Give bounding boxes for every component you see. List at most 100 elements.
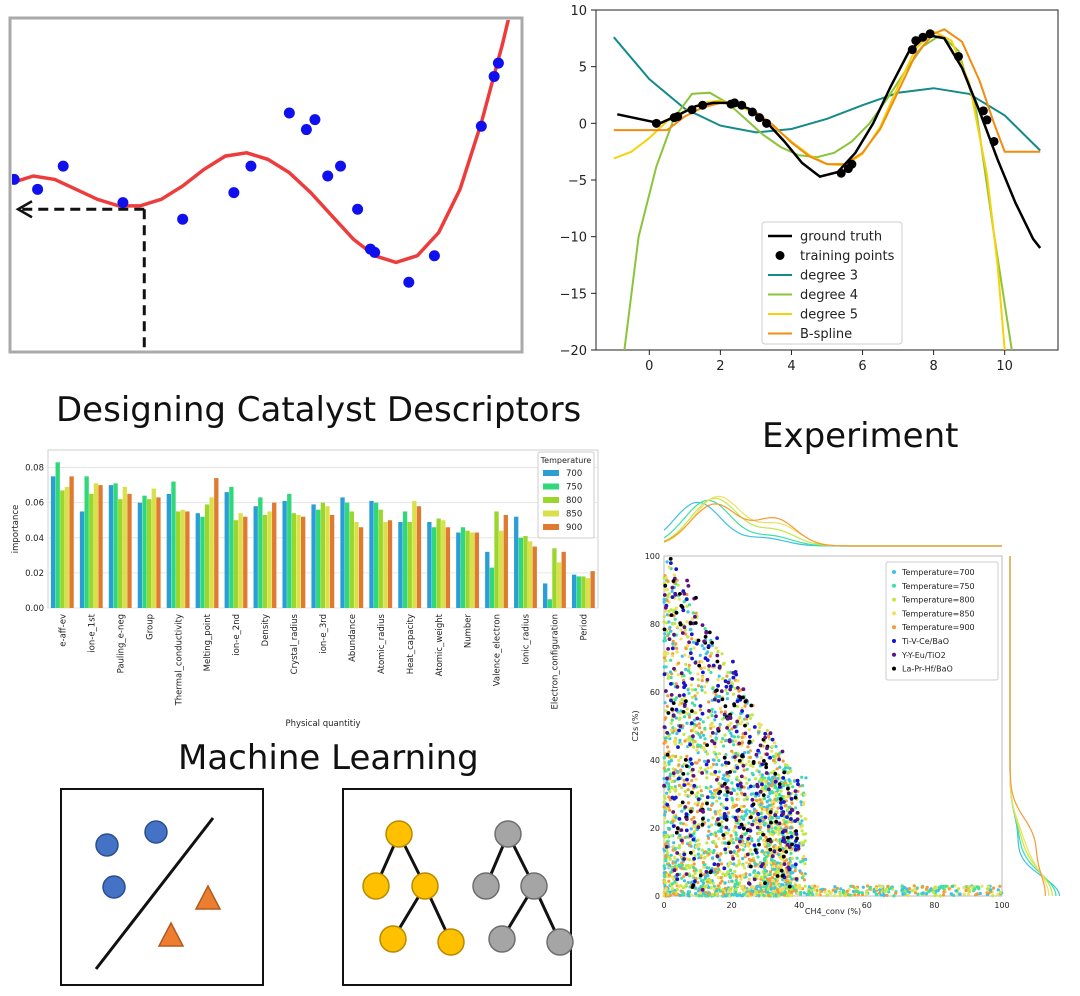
catalyst-point <box>735 765 740 770</box>
catalyst-point <box>718 789 723 794</box>
data-point <box>672 774 676 778</box>
data-point <box>759 803 763 807</box>
data-point <box>662 766 666 770</box>
catalyst-point <box>752 725 757 729</box>
data-point <box>711 686 715 691</box>
data-point <box>937 885 942 889</box>
data-point <box>744 776 748 780</box>
legend-label: training points <box>800 249 895 264</box>
catalyst-point <box>756 748 760 753</box>
data-point <box>676 583 680 587</box>
data-point <box>743 832 747 836</box>
data-point <box>802 891 806 895</box>
catalyst-point <box>763 731 768 736</box>
y-tick-label: 5 <box>579 61 587 76</box>
data-point <box>757 731 761 735</box>
legend-label: B-spline <box>800 327 852 342</box>
data-point <box>697 823 701 827</box>
catalyst-point <box>669 561 673 565</box>
data-point <box>674 860 678 864</box>
data-point <box>682 874 686 878</box>
catalyst-point <box>724 797 729 802</box>
catalyst-point <box>700 771 704 775</box>
data-point <box>715 799 719 803</box>
x-tick-label: 4 <box>787 359 795 374</box>
data-point <box>800 871 804 875</box>
legend-label: 900 <box>566 523 582 533</box>
data-point <box>771 879 776 883</box>
data-point <box>723 886 728 890</box>
catalyst-point <box>765 746 769 751</box>
data-point <box>831 888 835 892</box>
x-tick-label: Density <box>261 614 271 646</box>
bar <box>195 513 200 608</box>
x-tick-label: Valence_electron <box>493 614 503 686</box>
data-point <box>679 637 683 641</box>
y-tick-label: 100 <box>645 552 660 561</box>
catalyst-point <box>755 784 760 789</box>
data-point <box>666 651 670 655</box>
data-point <box>677 758 681 762</box>
data-point <box>697 856 701 860</box>
data-point <box>712 839 716 843</box>
data-point <box>335 160 347 172</box>
data-point <box>685 721 689 725</box>
data-point <box>747 760 751 764</box>
catalyst-point <box>753 848 758 852</box>
data-point <box>691 740 695 744</box>
data-point <box>758 798 762 802</box>
data-point <box>801 859 805 863</box>
data-point <box>715 762 719 767</box>
catalyst-point <box>669 693 674 697</box>
bar <box>340 497 345 608</box>
catalyst-point <box>676 745 680 749</box>
data-point <box>913 891 917 895</box>
data-point <box>712 884 716 888</box>
right-marginal-kde <box>1009 556 1050 897</box>
legend-label: Temperature=850 <box>901 609 975 618</box>
catalyst-point <box>691 774 696 778</box>
catalyst-point <box>715 777 719 782</box>
catalyst-point <box>761 793 766 797</box>
bar <box>238 513 243 608</box>
data-point <box>767 829 771 833</box>
right-marginal-kde <box>1009 556 1053 897</box>
data-point <box>804 857 808 861</box>
catalyst-point <box>678 622 683 627</box>
data-point <box>696 800 700 804</box>
data-point <box>693 871 697 875</box>
data-point <box>724 688 728 692</box>
bar <box>590 571 595 608</box>
data-point <box>739 877 743 881</box>
y-tick-label: 0.04 <box>25 534 44 544</box>
data-point <box>974 893 978 897</box>
data-point <box>728 678 732 682</box>
catalyst-point <box>780 749 785 754</box>
data-point <box>786 861 791 865</box>
data-point <box>760 815 765 819</box>
data-point <box>878 884 882 888</box>
data-point <box>743 704 747 708</box>
data-point <box>823 890 827 894</box>
bar <box>378 509 383 608</box>
bar <box>552 548 557 608</box>
data-point <box>747 778 751 782</box>
bar <box>358 527 364 608</box>
data-point <box>709 886 713 890</box>
data-point <box>924 892 928 896</box>
catalyst-point <box>684 699 688 704</box>
data-point <box>882 893 886 897</box>
catalyst-point <box>731 659 735 664</box>
data-point <box>735 704 740 708</box>
data-point <box>800 775 804 779</box>
data-point <box>776 828 780 832</box>
data-point <box>667 767 671 771</box>
data-point <box>693 802 697 806</box>
data-point <box>694 845 698 849</box>
bar <box>354 521 359 608</box>
data-point <box>786 894 790 898</box>
catalyst-point <box>708 870 713 875</box>
catalyst-point <box>710 731 715 735</box>
data-point <box>804 776 808 780</box>
